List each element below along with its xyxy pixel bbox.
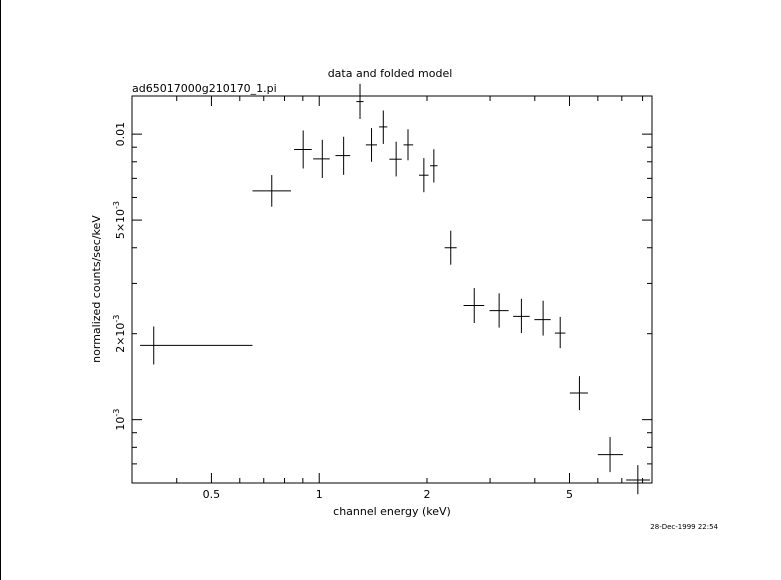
tick-marks <box>131 96 652 484</box>
data-point <box>252 175 291 207</box>
data-point <box>430 149 438 183</box>
x-axis-label: channel energy (keV) <box>333 505 451 518</box>
window-edge <box>0 0 1 580</box>
y-axis-label: normalized counts/sec/keV <box>90 215 103 363</box>
data-point <box>356 83 364 119</box>
chart-subtitle: ad65017000g210170_1.pi <box>132 82 277 95</box>
data-point <box>419 158 429 193</box>
data-point <box>554 316 566 349</box>
data-point <box>626 465 650 495</box>
data-point <box>389 141 402 177</box>
data-points <box>140 83 650 495</box>
data-point <box>569 376 588 411</box>
data-point <box>489 293 509 328</box>
data-point <box>379 110 388 144</box>
y-tick-labels: 10-3 2×10-3 5×10-3 0.01 <box>112 122 127 431</box>
timestamp: 28-Dec-1999 22:54 <box>650 523 718 531</box>
data-point <box>403 129 414 161</box>
x-tick-label: 0.5 <box>203 488 221 501</box>
data-point <box>597 437 623 473</box>
y-tick-label: 5×10-3 <box>112 201 127 239</box>
data-point <box>444 230 457 265</box>
data-point <box>335 136 351 175</box>
x-tick-labels: 0.5 1 2 5 <box>203 488 573 501</box>
y-tick-label: 10-3 <box>112 409 127 431</box>
plot-frame <box>131 95 653 484</box>
data-point <box>313 139 330 179</box>
data-point <box>294 130 312 169</box>
chart-title: data and folded model <box>328 67 453 80</box>
data-point <box>365 128 377 162</box>
data-point <box>513 298 530 334</box>
x-tick-label: 1 <box>316 488 323 501</box>
data-point <box>463 288 485 324</box>
x-tick-label: 5 <box>566 488 573 501</box>
data-point <box>534 300 551 336</box>
y-tick-label: 2×10-3 <box>112 315 127 353</box>
y-tick-label: 0.01 <box>114 122 127 147</box>
data-point <box>140 326 253 365</box>
x-tick-label: 2 <box>424 488 431 501</box>
